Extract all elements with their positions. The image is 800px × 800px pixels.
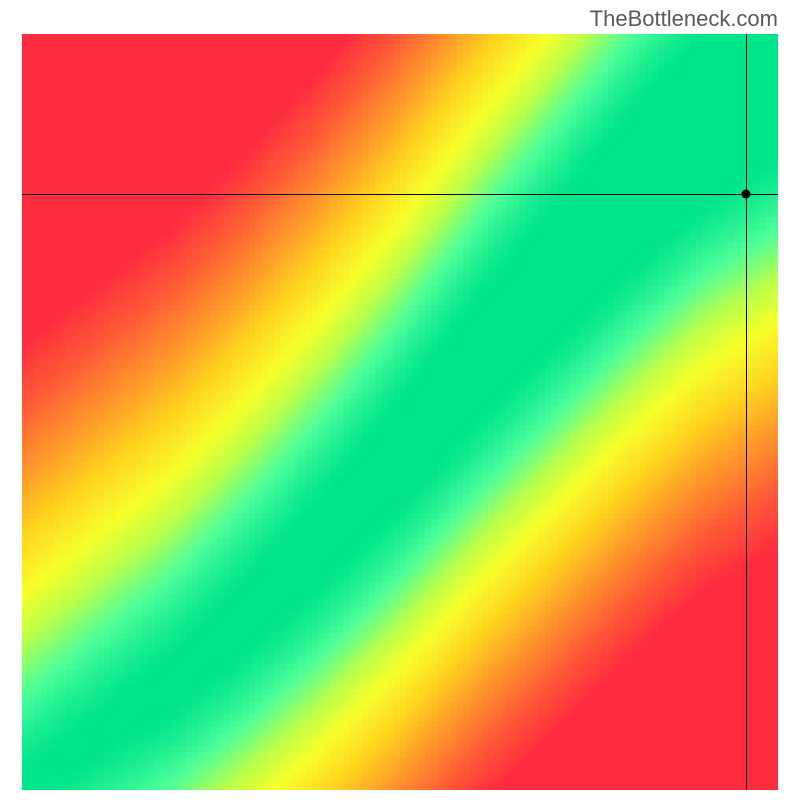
bottleneck-heatmap xyxy=(22,34,778,790)
watermark-text: TheBottleneck.com xyxy=(590,6,778,32)
crosshair-horizontal xyxy=(22,194,778,195)
crosshair-vertical xyxy=(746,34,747,790)
heatmap-canvas xyxy=(22,34,778,790)
crosshair-marker-dot xyxy=(742,190,751,199)
